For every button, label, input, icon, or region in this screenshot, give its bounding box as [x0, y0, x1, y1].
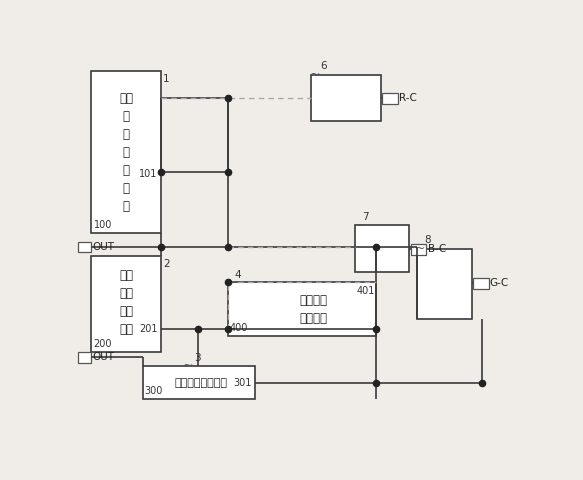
Text: 6: 6	[321, 61, 328, 72]
Text: 第二驱动逻辑模块: 第二驱动逻辑模块	[175, 378, 228, 387]
Bar	[382, 93, 398, 104]
Text: 2: 2	[163, 259, 170, 269]
Bar	[92, 256, 160, 352]
Text: ~: ~	[415, 242, 426, 255]
Bar	[356, 226, 409, 272]
Text: B-C: B-C	[428, 243, 446, 253]
Text: 300: 300	[145, 386, 163, 396]
Text: 400: 400	[230, 323, 248, 333]
Bar	[143, 366, 255, 399]
Text: ~: ~	[310, 68, 321, 81]
Text: 200: 200	[94, 339, 112, 348]
Text: 4: 4	[234, 270, 241, 280]
Bar	[78, 241, 92, 252]
Text: 100: 100	[94, 220, 112, 230]
Text: 光源
选
通
控
制
模
块: 光源 选 通 控 制 模 块	[119, 92, 133, 213]
Text: ~: ~	[226, 276, 236, 289]
Text: ~: ~	[353, 219, 364, 232]
Text: OUT: OUT	[93, 242, 115, 252]
Text: 201: 201	[139, 324, 157, 335]
Text: 101: 101	[139, 169, 157, 179]
Text: 7: 7	[362, 212, 369, 222]
Bar	[78, 352, 92, 362]
Bar	[417, 249, 472, 319]
Text: ~: ~	[183, 359, 194, 372]
Text: OUT: OUT	[93, 352, 115, 362]
Bar	[473, 278, 489, 288]
Text: 1: 1	[163, 74, 170, 84]
Text: 8: 8	[424, 236, 430, 245]
Text: 301: 301	[233, 378, 251, 387]
Text: G-C: G-C	[489, 278, 508, 288]
Text: 第一
驱动
逻辑
模块: 第一 驱动 逻辑 模块	[119, 269, 133, 336]
Bar	[92, 72, 160, 233]
Bar	[229, 282, 376, 336]
Text: 401: 401	[356, 286, 375, 296]
Text: 第三驱动
逻辑模块: 第三驱动 逻辑模块	[299, 294, 327, 325]
Text: 3: 3	[194, 352, 201, 362]
Bar	[411, 244, 426, 255]
Bar	[311, 74, 381, 121]
Text: R-C: R-C	[399, 94, 416, 103]
Text: ~: ~	[152, 250, 162, 263]
